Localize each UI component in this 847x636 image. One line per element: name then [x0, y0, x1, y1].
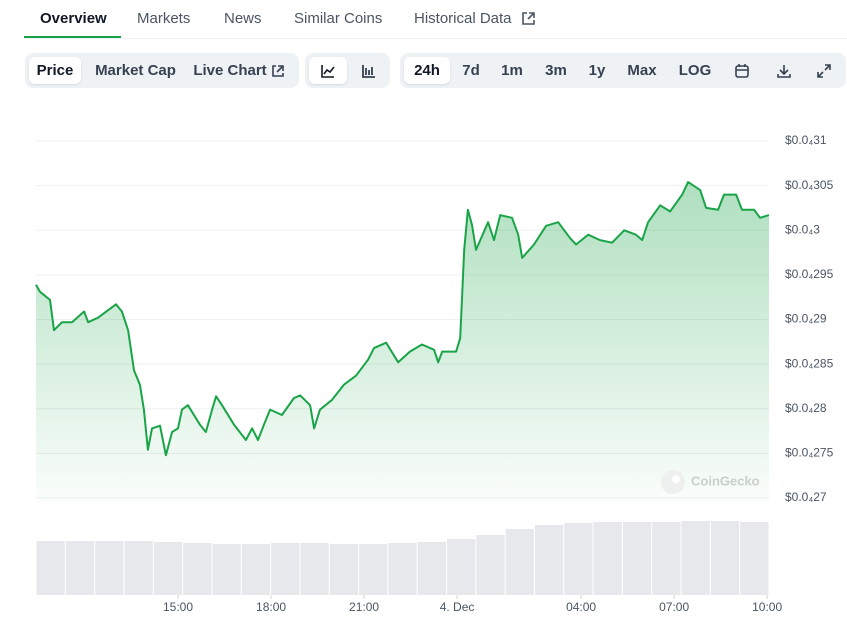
volume-bar — [564, 523, 593, 595]
tab[interactable]: Historical Data — [414, 10, 512, 27]
volume-bar — [534, 525, 564, 595]
tab[interactable]: Markets — [137, 10, 191, 27]
volume-bar — [622, 522, 652, 595]
tab-underline — [24, 36, 121, 38]
price-line — [35, 181, 770, 457]
volume-bar — [388, 543, 417, 595]
fullscreen-icon[interactable] — [816, 63, 832, 79]
line-icon — [321, 65, 335, 78]
y-tick-label: $0.0₄295 — [785, 267, 834, 281]
x-tick-label: 4. Dec — [440, 600, 475, 614]
y-tick-label: $0.0₄31 — [785, 133, 827, 147]
x-tick-label: 04:00 — [566, 600, 596, 614]
tab[interactable]: Similar Coins — [294, 10, 383, 27]
range-button[interactable]: 1y — [588, 62, 606, 79]
y-tick-label: $0.0₄3 — [785, 222, 820, 236]
view-button[interactable]: Live Chart — [193, 62, 267, 79]
x-tick-label: 15:00 — [163, 600, 193, 614]
watermark: CoinGecko — [661, 470, 760, 494]
volume-bar — [36, 541, 65, 595]
chart-type-group — [305, 53, 390, 88]
volume-bar — [241, 544, 271, 595]
volume-bar — [417, 542, 446, 595]
range-group: 24h 7d 1m 3m 1y Max LOG — [400, 53, 846, 88]
volume-bar — [124, 541, 153, 595]
y-tick-label: $0.0₄28 — [785, 401, 827, 415]
download-icon[interactable] — [776, 63, 792, 79]
volume-bar — [153, 542, 183, 595]
volume-bar — [65, 541, 95, 595]
y-tick-label: $0.0₄285 — [785, 356, 834, 370]
range-button[interactable]: 7d — [462, 62, 480, 79]
range-button[interactable]: 1m — [501, 62, 523, 79]
x-tick-label: 10:00 — [752, 600, 782, 614]
volume-bar — [271, 543, 300, 595]
range-button[interactable]: 24h — [404, 57, 450, 84]
external-icon — [522, 12, 535, 25]
view-button[interactable]: Price — [29, 57, 81, 84]
external-icon — [272, 65, 284, 77]
range-button[interactable]: LOG — [678, 62, 712, 79]
volume-bar — [446, 539, 476, 595]
volume-bar — [681, 521, 710, 595]
volume-bar — [505, 529, 534, 595]
volume-bar — [740, 522, 769, 595]
y-tick-label: $0.0₄305 — [785, 178, 834, 192]
volume-bar — [300, 543, 329, 595]
volume-bar — [95, 541, 124, 595]
candle-chart-button[interactable] — [350, 57, 388, 84]
volume-bar — [476, 535, 505, 595]
volume-bar — [329, 544, 359, 595]
volume-bar — [593, 522, 622, 595]
view-group: Price Market Cap Live Chart — [25, 53, 299, 88]
view-button[interactable]: Market Cap — [95, 62, 176, 79]
volume-bar — [710, 521, 740, 595]
y-tick-label: $0.0₄27 — [785, 490, 827, 504]
y-tick-label: $0.0₄29 — [785, 312, 827, 326]
x-tick-label: 21:00 — [349, 600, 379, 614]
watermark-text: CoinGecko — [691, 473, 760, 488]
range-button[interactable]: 3m — [545, 62, 567, 79]
y-tick-label: $0.0₄275 — [785, 446, 834, 460]
tab[interactable]: News — [224, 10, 262, 27]
volume-bar — [212, 544, 241, 595]
x-tick-label: 18:00 — [256, 600, 286, 614]
line-chart-button[interactable] — [309, 57, 347, 84]
candle-icon — [362, 65, 375, 78]
x-tick-label: 07:00 — [659, 600, 689, 614]
tab-bar: Overview Markets News Similar Coins Hist… — [24, 0, 847, 39]
range-button[interactable]: Max — [627, 62, 657, 79]
volume-bar — [652, 522, 681, 595]
calendar-icon[interactable] — [734, 63, 750, 79]
tab[interactable]: Overview — [40, 10, 107, 27]
volume-bar — [359, 544, 388, 595]
volume-bar — [183, 543, 212, 595]
price-area — [36, 182, 769, 502]
